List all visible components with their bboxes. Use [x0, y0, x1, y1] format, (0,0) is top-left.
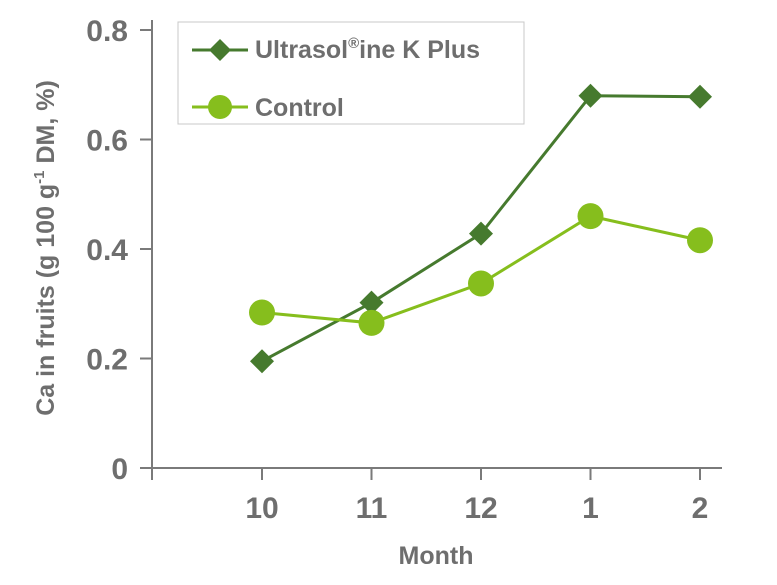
x-tick-label: 2 — [692, 492, 709, 525]
x-tick-label: 10 — [245, 492, 278, 525]
y-axis-title: Ca in fruits (g 100 g-1 DM, %) — [31, 80, 60, 416]
y-tick-label: 0.4 — [86, 234, 128, 267]
data-point-ultrasol — [578, 83, 603, 108]
data-point-control — [687, 227, 713, 254]
y-tick-label: 0.2 — [86, 344, 128, 377]
x-tick-label: 1 — [582, 492, 599, 525]
legend-label-ultrasol-rest: ine K Plus — [359, 36, 480, 64]
data-point-ultrasol — [469, 221, 493, 246]
data-point-control — [468, 270, 494, 297]
data-point-ultrasol — [359, 290, 384, 315]
y-axis-title-main: Ca in fruits (g 100 g — [32, 184, 60, 416]
legend-label-ultrasol-main: Ultrasol — [255, 36, 348, 64]
data-point-ultrasol — [250, 349, 274, 374]
y-axis-title-superscript: -1 — [31, 170, 48, 183]
x-tick-label: 11 — [356, 492, 388, 525]
y-axis-ticks: 0 0.2 0.4 0.6 0.8 — [86, 15, 152, 486]
legend-marker-ultrasol — [209, 39, 231, 61]
x-axis-title: Month — [399, 542, 474, 570]
legend-label-ultrasol: Ultrasol®ine K Plus — [255, 35, 480, 64]
x-axis-ticks: 10 11 12 1 2 — [245, 468, 708, 525]
y-tick-label: 0.6 — [86, 125, 128, 158]
legend-label-control: Control — [255, 94, 344, 122]
y-axis-title-rest: DM, %) — [32, 80, 60, 170]
data-point-control — [358, 309, 385, 336]
data-point-control — [249, 299, 275, 326]
data-point-control — [577, 203, 604, 230]
legend: Ultrasol®ine K Plus Control — [177, 21, 525, 125]
y-tick-label: 0.8 — [86, 15, 128, 48]
y-tick-label: 0 — [111, 453, 128, 486]
data-point-ultrasol — [688, 84, 712, 109]
legend-marker-control — [208, 95, 232, 119]
series-layer — [249, 83, 713, 374]
legend-label-ultrasol-registered: ® — [348, 35, 359, 52]
x-tick-label: 12 — [464, 492, 497, 525]
